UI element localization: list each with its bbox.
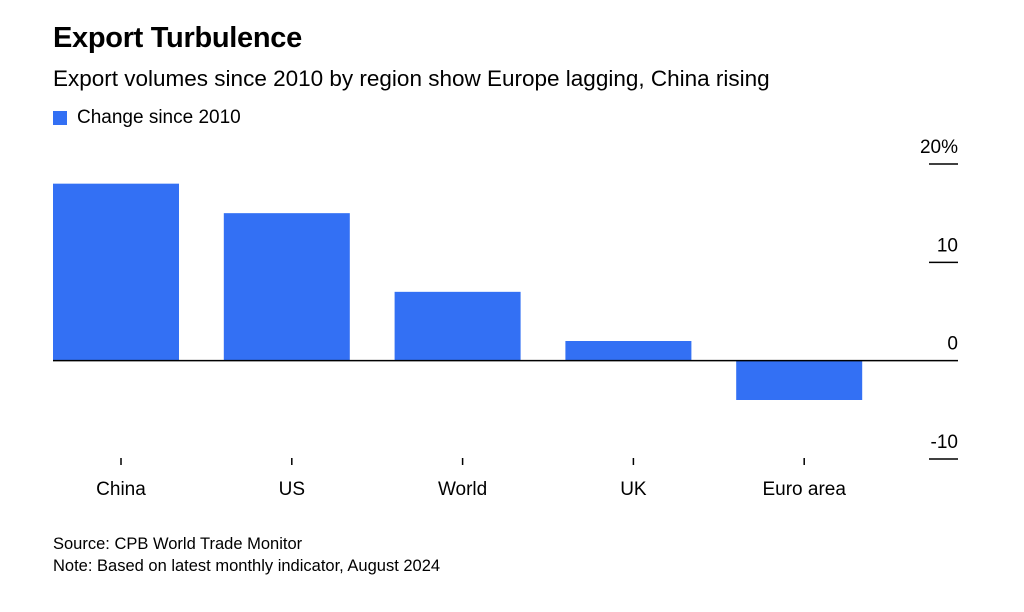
x-tick-label: Euro area [762, 479, 846, 500]
x-tick-label: UK [620, 479, 647, 500]
x-tick-label: World [438, 479, 487, 500]
footnote: Note: Based on latest monthly indicator,… [53, 557, 441, 575]
bar-china [53, 183, 179, 361]
legend-swatch [53, 111, 67, 125]
bar-euro-area [736, 360, 863, 400]
x-tick-label: US [279, 479, 305, 500]
y-tick-label: 20% [920, 137, 958, 158]
bar-world [394, 291, 521, 361]
chart-title: Export Turbulence [53, 22, 302, 54]
legend-label: Change since 2010 [77, 107, 241, 128]
y-tick-label: 0 [947, 334, 958, 355]
x-tick-label: China [96, 479, 146, 500]
bar-us [223, 213, 350, 361]
y-tick-label: -10 [931, 432, 958, 453]
source-note: Source: CPB World Trade Monitor [53, 535, 303, 553]
legend: Change since 2010 [53, 107, 241, 129]
chart-subtitle: Export volumes since 2010 by region show… [53, 66, 770, 91]
y-tick-label: 10 [937, 235, 958, 256]
bar-uk [565, 341, 692, 361]
